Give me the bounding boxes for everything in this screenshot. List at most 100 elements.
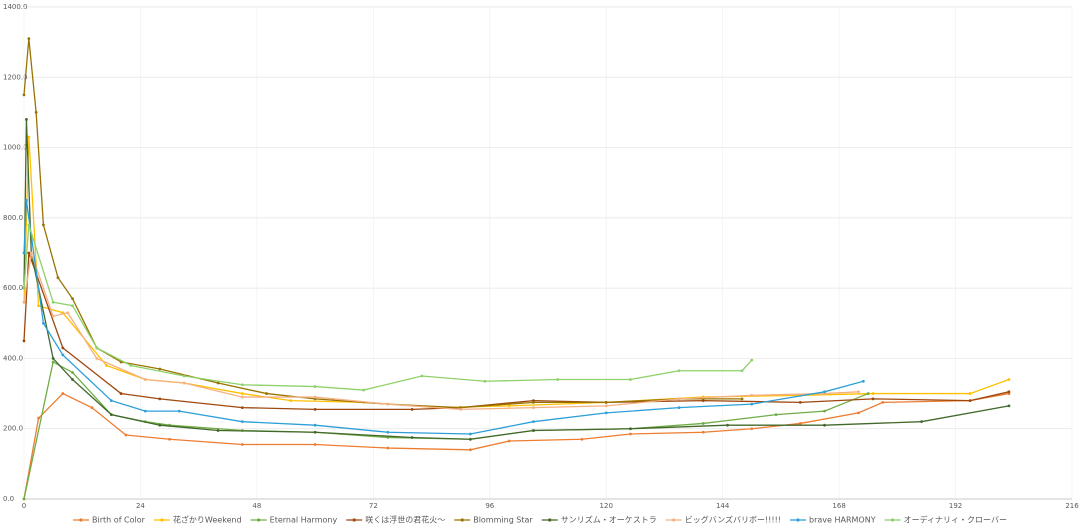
point xyxy=(37,304,40,308)
point xyxy=(701,430,705,434)
point xyxy=(823,409,826,413)
point xyxy=(51,360,55,364)
point xyxy=(51,357,55,360)
point xyxy=(857,411,860,415)
point xyxy=(483,379,487,383)
point xyxy=(701,422,705,425)
point xyxy=(459,407,463,411)
y-tick-label: 200.0 xyxy=(3,425,23,433)
point xyxy=(240,443,244,446)
point xyxy=(507,439,511,443)
point xyxy=(158,397,162,401)
point xyxy=(29,251,33,255)
legend-item: Blomming Star xyxy=(454,516,533,525)
point xyxy=(27,135,31,139)
point xyxy=(468,432,472,436)
point xyxy=(532,400,535,404)
series-line xyxy=(23,119,1010,440)
y-tick-label: 0.0 xyxy=(3,495,14,503)
point xyxy=(313,443,317,446)
point xyxy=(240,420,244,424)
point xyxy=(677,369,681,373)
point xyxy=(27,37,31,41)
point xyxy=(677,406,681,410)
legend-item: 咲くは浮世の君花火～ xyxy=(346,515,445,525)
point xyxy=(182,381,186,385)
point xyxy=(313,407,317,411)
point xyxy=(51,314,55,318)
point xyxy=(410,407,414,411)
point xyxy=(604,400,608,404)
legend-label: brave HARMONY xyxy=(809,516,876,525)
point xyxy=(168,437,171,441)
x-tick-label: 192 xyxy=(949,502,962,510)
point xyxy=(216,429,220,432)
legend-label: Blomming Star xyxy=(473,516,533,525)
point xyxy=(71,304,74,308)
point xyxy=(51,300,55,304)
point xyxy=(532,429,535,432)
point xyxy=(25,118,28,121)
x-tick-label: 72 xyxy=(369,502,378,510)
point xyxy=(604,411,608,415)
point xyxy=(507,404,511,408)
point xyxy=(871,397,875,401)
point xyxy=(750,358,754,362)
point xyxy=(240,406,244,410)
legend-label: サンリズム・オーケストラ xyxy=(561,515,657,525)
point xyxy=(22,93,26,97)
point xyxy=(22,339,26,343)
point xyxy=(881,400,885,404)
point xyxy=(27,251,31,255)
point xyxy=(22,286,26,290)
point xyxy=(968,399,972,402)
legend-item: オーディナリィ・クローバー xyxy=(884,515,1007,525)
point xyxy=(216,381,220,385)
point xyxy=(798,400,802,404)
legend-label: オーディナリィ・クローバー xyxy=(904,515,1007,525)
legend-label: 咲くは浮世の君花火～ xyxy=(365,515,445,525)
point xyxy=(42,321,45,325)
point xyxy=(109,399,113,402)
point xyxy=(750,393,754,397)
point xyxy=(109,413,113,417)
point xyxy=(105,364,108,367)
point xyxy=(556,378,560,381)
point xyxy=(866,392,870,395)
point xyxy=(774,413,778,417)
x-tick-label: 0 xyxy=(22,502,26,510)
y-tick-label: 600.0 xyxy=(3,284,23,292)
legend-label: ビッグバンズバリボー!!!!! xyxy=(685,515,781,525)
point xyxy=(22,251,26,255)
legend-item: サンリズム・オーケストラ xyxy=(541,515,657,525)
point xyxy=(1007,390,1011,394)
point xyxy=(677,397,681,401)
point xyxy=(740,369,744,373)
point xyxy=(95,346,99,350)
point xyxy=(313,395,317,399)
legend-marker xyxy=(796,518,800,522)
point xyxy=(61,392,65,395)
point xyxy=(22,300,26,304)
series-line xyxy=(23,136,1010,409)
point xyxy=(143,409,147,413)
legend-label: Birth of Color xyxy=(92,516,146,525)
x-tick-label: 144 xyxy=(716,502,730,510)
y-tick-label: 800.0 xyxy=(3,214,23,222)
point xyxy=(25,198,28,202)
point xyxy=(532,406,535,410)
x-tick-label: 120 xyxy=(600,502,613,510)
legend-item: brave HARMONY xyxy=(790,516,876,525)
point xyxy=(27,223,31,227)
point xyxy=(313,430,317,434)
x-tick-label: 96 xyxy=(485,502,494,510)
point xyxy=(158,423,162,427)
point xyxy=(66,311,70,315)
point xyxy=(920,420,923,424)
point xyxy=(968,392,972,395)
legend-marker xyxy=(79,518,83,522)
point xyxy=(34,111,38,114)
legend-marker xyxy=(257,518,261,522)
point xyxy=(857,390,860,394)
